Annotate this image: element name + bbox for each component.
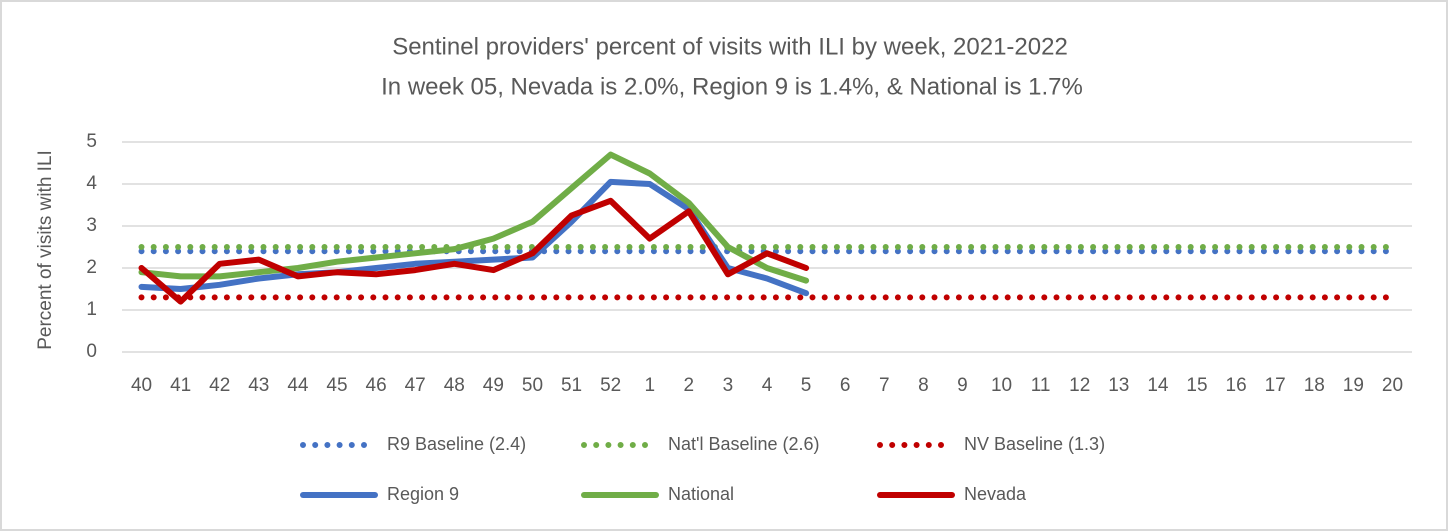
series-line [138,197,810,305]
x-tick-label: 5 [801,375,812,396]
y-tick-label: 3 [86,215,97,236]
x-tick-label: 10 [991,375,1012,396]
x-tick-label: 49 [483,375,504,396]
x-tick-label: 43 [248,375,269,396]
y-tick-label: 2 [86,257,97,278]
x-tick-label: 8 [918,375,929,396]
x-tick-label: 45 [326,375,347,396]
legend-label: R9 Baseline (2.4) [387,434,526,454]
x-tick-label: 52 [600,375,621,396]
x-tick-label: 17 [1265,375,1286,396]
x-tick-label: 18 [1304,375,1325,396]
chart-subtitle: In week 05, Nevada is 2.0%, Region 9 is … [381,73,1083,100]
chart-title: Sentinel providers' percent of visits wi… [392,33,1068,60]
x-tick-label: 19 [1343,375,1364,396]
x-tick-label: 12 [1069,375,1090,396]
x-tick-label: 6 [840,375,851,396]
x-tick-label: 2 [684,375,695,396]
x-tick-label: 15 [1186,375,1207,396]
x-tick-label: 44 [287,375,309,396]
y-tick-label: 1 [86,299,97,320]
x-tick-label: 14 [1147,375,1169,396]
x-tick-label: 7 [879,375,890,396]
x-tick-label: 20 [1382,375,1403,396]
legend-label: National [668,484,734,504]
x-tick-label: 3 [723,375,734,396]
x-tick-label: 13 [1108,375,1129,396]
x-tick-label: 4 [762,375,773,396]
x-tick-label: 48 [444,375,465,396]
y-axis-label: Percent of visits with ILI [35,150,56,350]
x-tick-label: 16 [1226,375,1247,396]
x-tick-label: 40 [131,375,152,396]
x-tick-label: 9 [957,375,968,396]
y-tick-label: 4 [86,173,97,194]
x-tick-label: 50 [522,375,543,396]
x-tick-label: 51 [561,375,582,396]
legend-label: Nat'l Baseline (2.6) [668,434,820,454]
x-tick-label: 42 [209,375,230,396]
series-line [138,151,810,284]
x-tick-label: 46 [366,375,387,396]
y-tick-label: 0 [86,341,97,362]
x-tick-label: 41 [170,375,191,396]
legend-label: NV Baseline (1.3) [964,434,1105,454]
x-tick-label: 11 [1031,375,1051,396]
y-tick-label: 5 [86,131,97,152]
x-tick-label: 1 [644,375,655,396]
x-tick-label: 47 [405,375,426,396]
legend-label: Nevada [964,484,1027,504]
legend-label: Region 9 [387,484,459,504]
